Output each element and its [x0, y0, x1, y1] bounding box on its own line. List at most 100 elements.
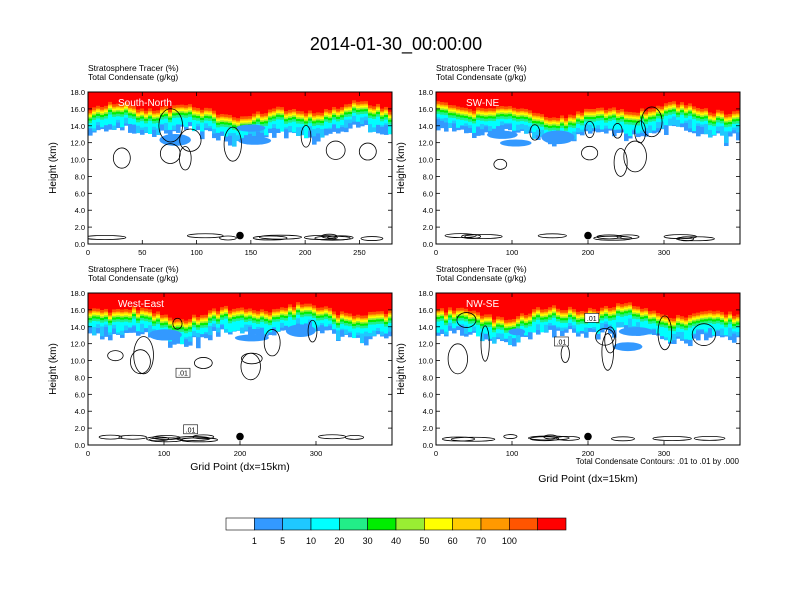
tracer-band: [644, 92, 649, 112]
tracer-band: [120, 92, 125, 105]
y-axis-label: Height (km): [396, 142, 407, 194]
y-tick-label: 2.0: [75, 223, 85, 232]
tracer-band: [640, 293, 645, 309]
colorbar-label: 70: [476, 536, 486, 546]
tracer-band: [620, 293, 625, 305]
tracer-band: [476, 293, 481, 313]
x-tick-label: 0: [86, 248, 90, 257]
tracer-band: [380, 92, 385, 109]
condensate-contour: [652, 436, 692, 441]
tracer-band: [672, 293, 677, 319]
x-tick-label: 200: [234, 449, 247, 458]
tracer-band: [608, 293, 613, 308]
plot-frame: [87, 91, 393, 245]
y-tick-label: 8.0: [75, 172, 85, 181]
colorbar-swatch: [254, 517, 283, 531]
tracer-band: [124, 293, 129, 310]
colorbar-label: 40: [391, 536, 401, 546]
y-tick-label: 8.0: [75, 373, 85, 382]
y-tick-label: 0.0: [423, 240, 433, 249]
colorbar: 1 5 10 20 30 40 50 60 70 100: [225, 517, 567, 546]
tracer-band: [332, 92, 337, 107]
y-tick-label: 16.0: [70, 105, 85, 114]
condensate-contour: [263, 329, 281, 357]
tracer-band: [356, 92, 361, 102]
tracer-band: [604, 293, 609, 306]
y-tick-label: 14.0: [70, 323, 85, 332]
tracer-band: [296, 92, 301, 111]
x-tick-label: 0: [434, 248, 438, 257]
tracer-band: [520, 92, 525, 109]
panel-header-tracer: Stratosphere Tracer (%): [436, 264, 527, 274]
condensate-contour: [616, 234, 640, 240]
tracer-band: [576, 293, 581, 312]
tracer-band: [660, 293, 665, 315]
tracer-band: [472, 92, 477, 111]
x-tick-label: 100: [190, 248, 203, 257]
tracer-band: [480, 293, 485, 316]
tracer-band: [648, 92, 653, 110]
tracer-band: [568, 92, 573, 115]
colorbar-label: 1: [252, 536, 257, 546]
tracer-band: [172, 92, 177, 106]
tracer-band: [636, 293, 641, 307]
tracer-band: [668, 293, 673, 318]
y-tick-label: 18.0: [418, 88, 433, 97]
tracer-band: [244, 293, 249, 310]
tracer-band: [700, 92, 705, 109]
panel-header-tracer: Stratosphere Tracer (%): [88, 264, 179, 274]
tracer-band: [660, 92, 665, 107]
condensate-contour: [159, 143, 181, 164]
tracer-band: [624, 92, 629, 112]
tracer-band: [596, 92, 601, 108]
x-axis-label: Grid Point (dx=15km): [538, 473, 638, 485]
y-tick-label: 2.0: [423, 223, 433, 232]
tracer-band: [664, 293, 669, 316]
tracer-band: [452, 293, 457, 311]
y-tick-label: 10.0: [70, 357, 85, 366]
tracer-band: [564, 293, 569, 311]
tracer-band: [528, 293, 533, 314]
tracer-band: [492, 293, 497, 320]
y-tick-label: 12.0: [70, 139, 85, 148]
condensate-contour: [593, 235, 633, 241]
tracer-band: [128, 92, 133, 106]
y-tick-label: 18.0: [418, 289, 433, 298]
tracer-band: [104, 293, 109, 309]
tracer-band: [204, 293, 209, 315]
tracer-band: [124, 92, 129, 103]
tracer-band: [136, 92, 141, 110]
tracer-band: [196, 293, 201, 318]
tracer-patch: [236, 124, 266, 132]
condensate-contour: [601, 333, 614, 371]
tracer-band: [208, 92, 213, 109]
tracer-band: [440, 293, 445, 309]
colorbar-swatch: [424, 517, 453, 531]
condensate-contour: [130, 349, 151, 375]
condensate-contour: [98, 434, 123, 440]
tracer-band: [584, 293, 589, 312]
condensate-contour: [223, 126, 242, 162]
tracer-band: [720, 293, 725, 312]
tracer-band: [724, 92, 729, 115]
tracer-band: [512, 293, 517, 319]
contour-label: .01: [186, 427, 196, 434]
panel-header-condensate: Total Condensate (g/kg): [436, 273, 526, 283]
tracer-band: [156, 92, 161, 111]
tracer-band: [436, 92, 441, 102]
contour-label: .01: [557, 339, 567, 346]
colorbar-label: 100: [502, 536, 517, 546]
tracer-band: [508, 92, 513, 107]
tracer-band: [676, 293, 681, 315]
tracer-band: [452, 92, 457, 106]
tracer-band: [468, 92, 473, 110]
tracer-band: [608, 92, 613, 109]
panel-3: Stratosphere Tracer (%)Total Condensate …: [48, 264, 393, 473]
y-tick-label: 12.0: [418, 139, 433, 148]
tracer-band: [568, 293, 573, 307]
tracer-band: [308, 92, 313, 111]
tracer-band: [692, 92, 697, 107]
condensate-contour: [149, 437, 183, 443]
tracer-band: [548, 293, 553, 308]
tracer-band: [132, 92, 137, 107]
